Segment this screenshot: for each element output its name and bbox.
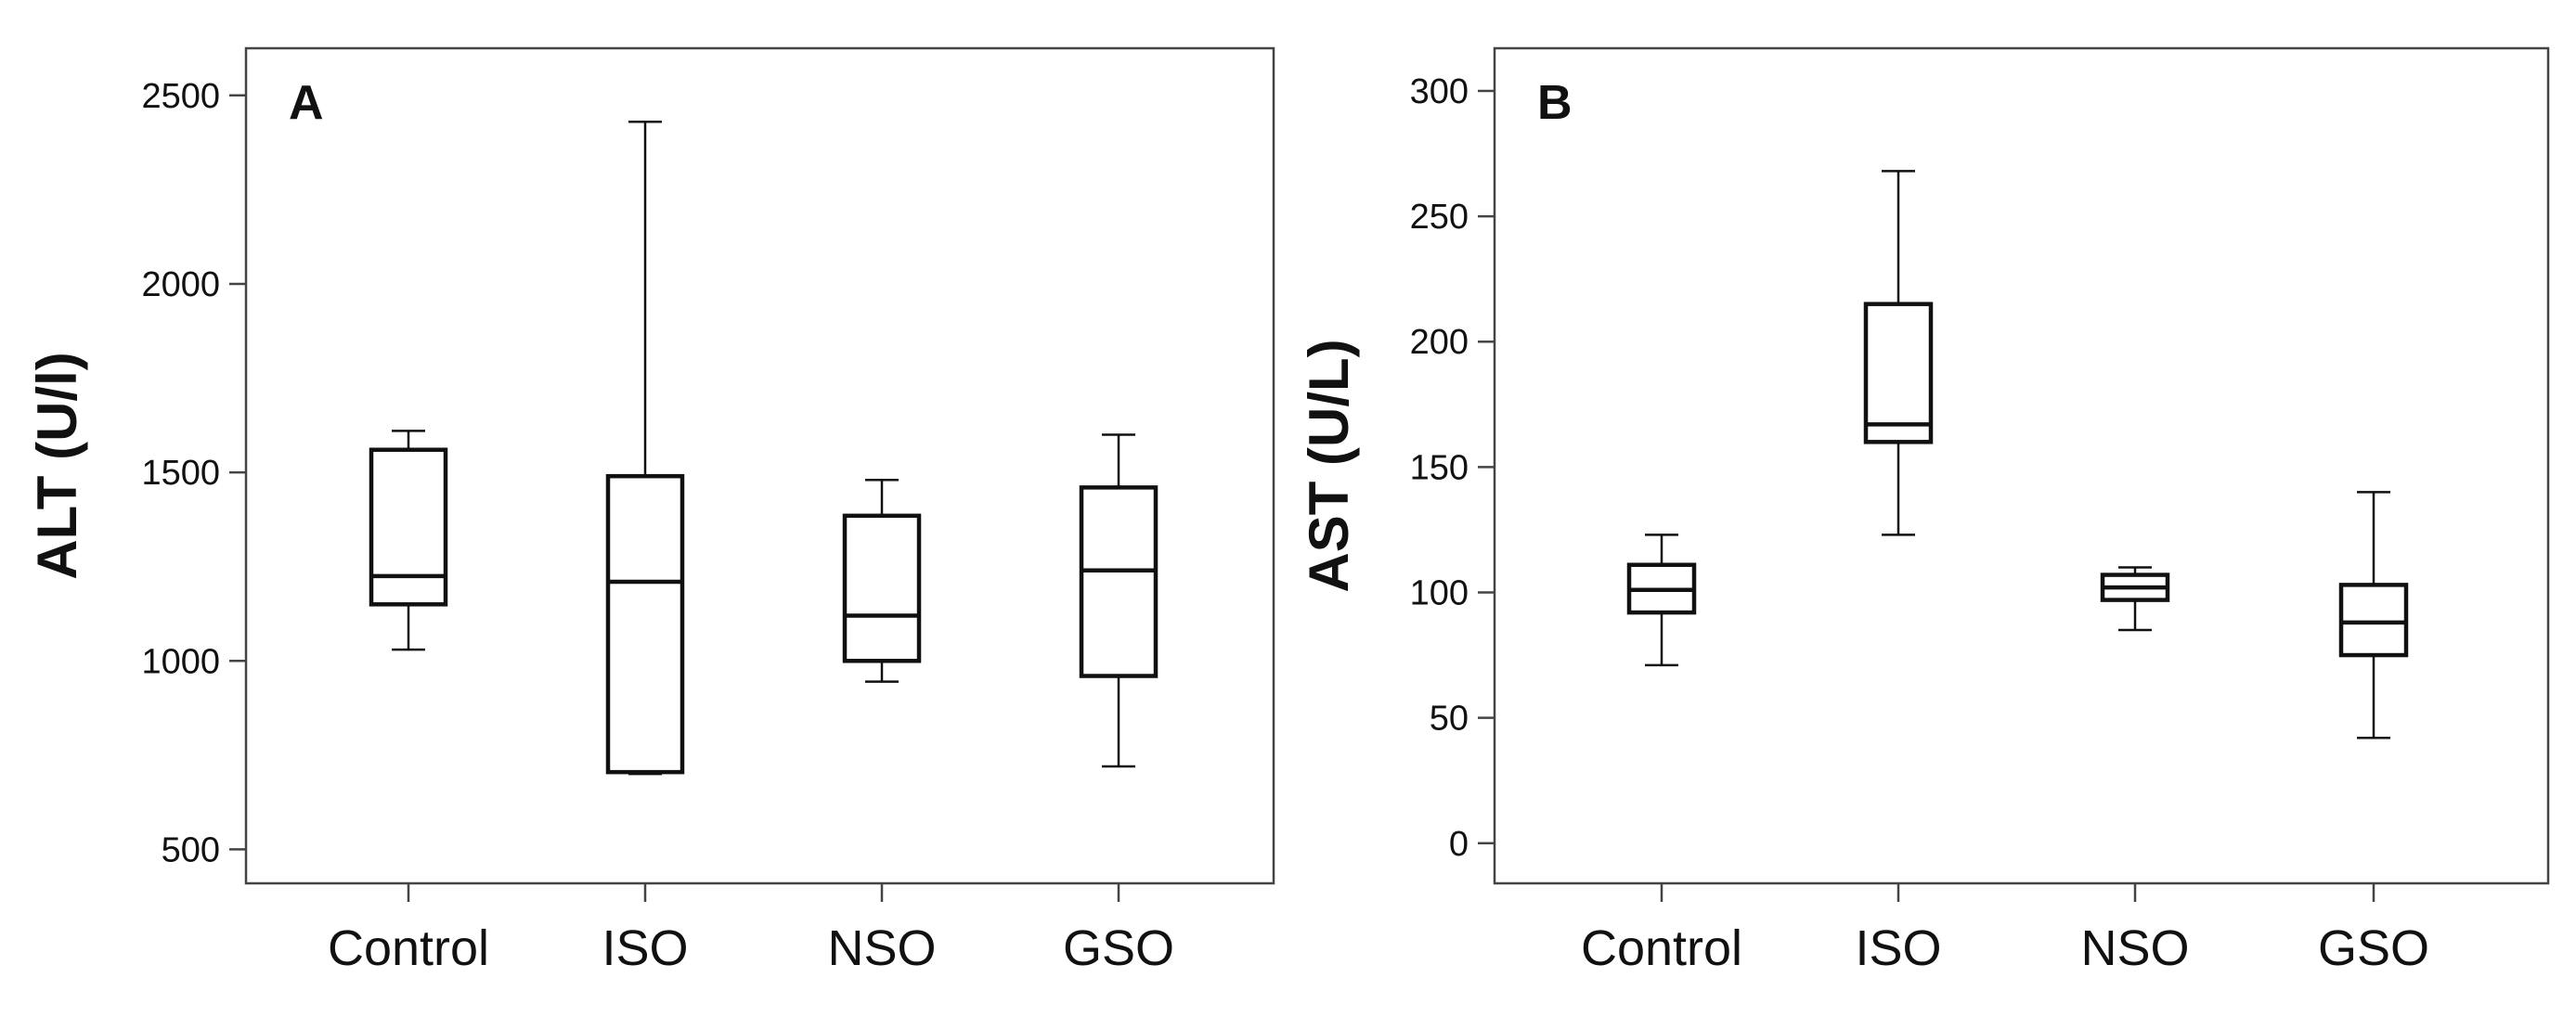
iqr-box — [1863, 302, 1934, 444]
y-tick-label: 2000 — [141, 265, 220, 304]
panel-letter: B — [1537, 76, 1573, 130]
panel-b: 0 50 100 150 200 250 300 Control ISO NSO GSO B AST (… — [1298, 46, 2550, 976]
y-tick-label: 100 — [1410, 573, 1469, 612]
y-tick-label: 300 — [1410, 72, 1469, 111]
box-gso — [1079, 433, 1159, 768]
iqr-box — [842, 513, 922, 663]
y-tick-label: 0 — [1449, 825, 1469, 864]
box-iso — [1863, 170, 1934, 536]
y-tick-label: 250 — [1410, 198, 1469, 237]
y-tick-label: 200 — [1410, 323, 1469, 362]
y-tick-label: 2500 — [141, 77, 220, 116]
box-nso — [2100, 566, 2170, 632]
x-category-label: GSO — [2318, 920, 2429, 976]
panel-letter: A — [289, 76, 324, 130]
x-category-label: NSO — [2080, 920, 2189, 976]
box-iso — [605, 120, 685, 776]
x-category-label: ISO — [1855, 920, 1941, 976]
panel-a: 500 1000 1500 2000 2500 Control ISO NSO GSO A ALT … — [26, 46, 1275, 976]
y-tick-label: 150 — [1410, 448, 1469, 487]
y-tick-label: 500 — [162, 830, 220, 869]
x-category-label: Control — [328, 920, 489, 976]
y-tick-label: 1000 — [141, 642, 220, 681]
iqr-box — [1079, 485, 1159, 678]
iqr-box — [2338, 583, 2409, 658]
y-axis-title: AST (U/L) — [1298, 339, 1360, 592]
y-axis-title: ALT (U/l) — [26, 352, 88, 579]
x-category-label: ISO — [602, 920, 688, 976]
y-tick-label: 1500 — [141, 454, 220, 493]
y-tick-label: 50 — [1430, 700, 1469, 739]
plot-frame — [1493, 46, 2550, 885]
plot-frame — [244, 46, 1275, 885]
x-category-label: GSO — [1063, 920, 1174, 976]
iqr-box — [369, 447, 448, 607]
x-category-label: Control — [1581, 920, 1742, 976]
iqr-box — [605, 473, 685, 775]
x-category-label: NSO — [827, 920, 936, 976]
box-control — [369, 430, 448, 651]
box-nso — [842, 478, 922, 683]
box-gso — [2338, 491, 2409, 740]
box-control — [1626, 534, 1697, 667]
